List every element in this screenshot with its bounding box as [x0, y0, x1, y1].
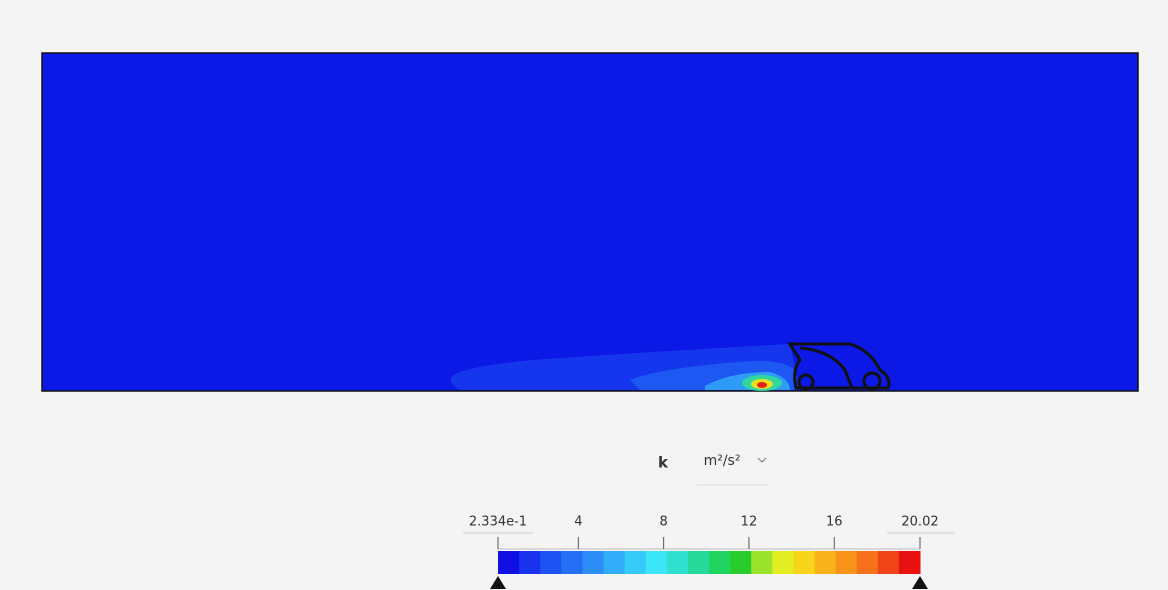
color-band — [540, 551, 562, 574]
tick-label: 8 — [660, 515, 668, 530]
chevron[interactable] — [757, 457, 767, 463]
color-band — [666, 551, 689, 574]
contour-plot — [41, 52, 1139, 392]
field-name: k — [658, 454, 669, 472]
tick-label: 12 — [741, 515, 758, 530]
color-band — [624, 551, 647, 574]
color-band — [877, 551, 900, 574]
color-legend: 2.334e-1 4 8 12 16 20.02 — [463, 515, 955, 589]
color-band — [730, 551, 752, 574]
color-band — [835, 551, 858, 574]
color-band — [498, 551, 520, 574]
color-band — [519, 551, 541, 574]
domain — [41, 52, 1139, 392]
color-band — [561, 551, 583, 574]
unit-label[interactable]: m²/s² — [704, 453, 741, 469]
color-band — [772, 551, 794, 574]
color-band — [709, 551, 731, 574]
color-band — [751, 551, 773, 574]
hotspot-3 — [757, 382, 767, 388]
tick-label: 4 — [574, 515, 582, 530]
color-band — [793, 551, 815, 574]
car-outline — [787, 342, 891, 391]
tick-label: 2.334e-1 — [469, 515, 527, 530]
color-band — [814, 551, 837, 574]
color-band — [856, 551, 879, 574]
color-band — [582, 551, 604, 574]
range-handle[interactable] — [912, 576, 928, 589]
color-band — [603, 551, 626, 574]
tick-label: 20.02 — [901, 515, 938, 530]
color-band — [898, 551, 921, 574]
color-band — [645, 551, 668, 574]
tick-label: 16 — [826, 515, 843, 530]
color-band — [687, 551, 710, 574]
range-handle[interactable] — [490, 576, 506, 589]
unit-dropdown[interactable]: m²/s² — [697, 453, 768, 486]
